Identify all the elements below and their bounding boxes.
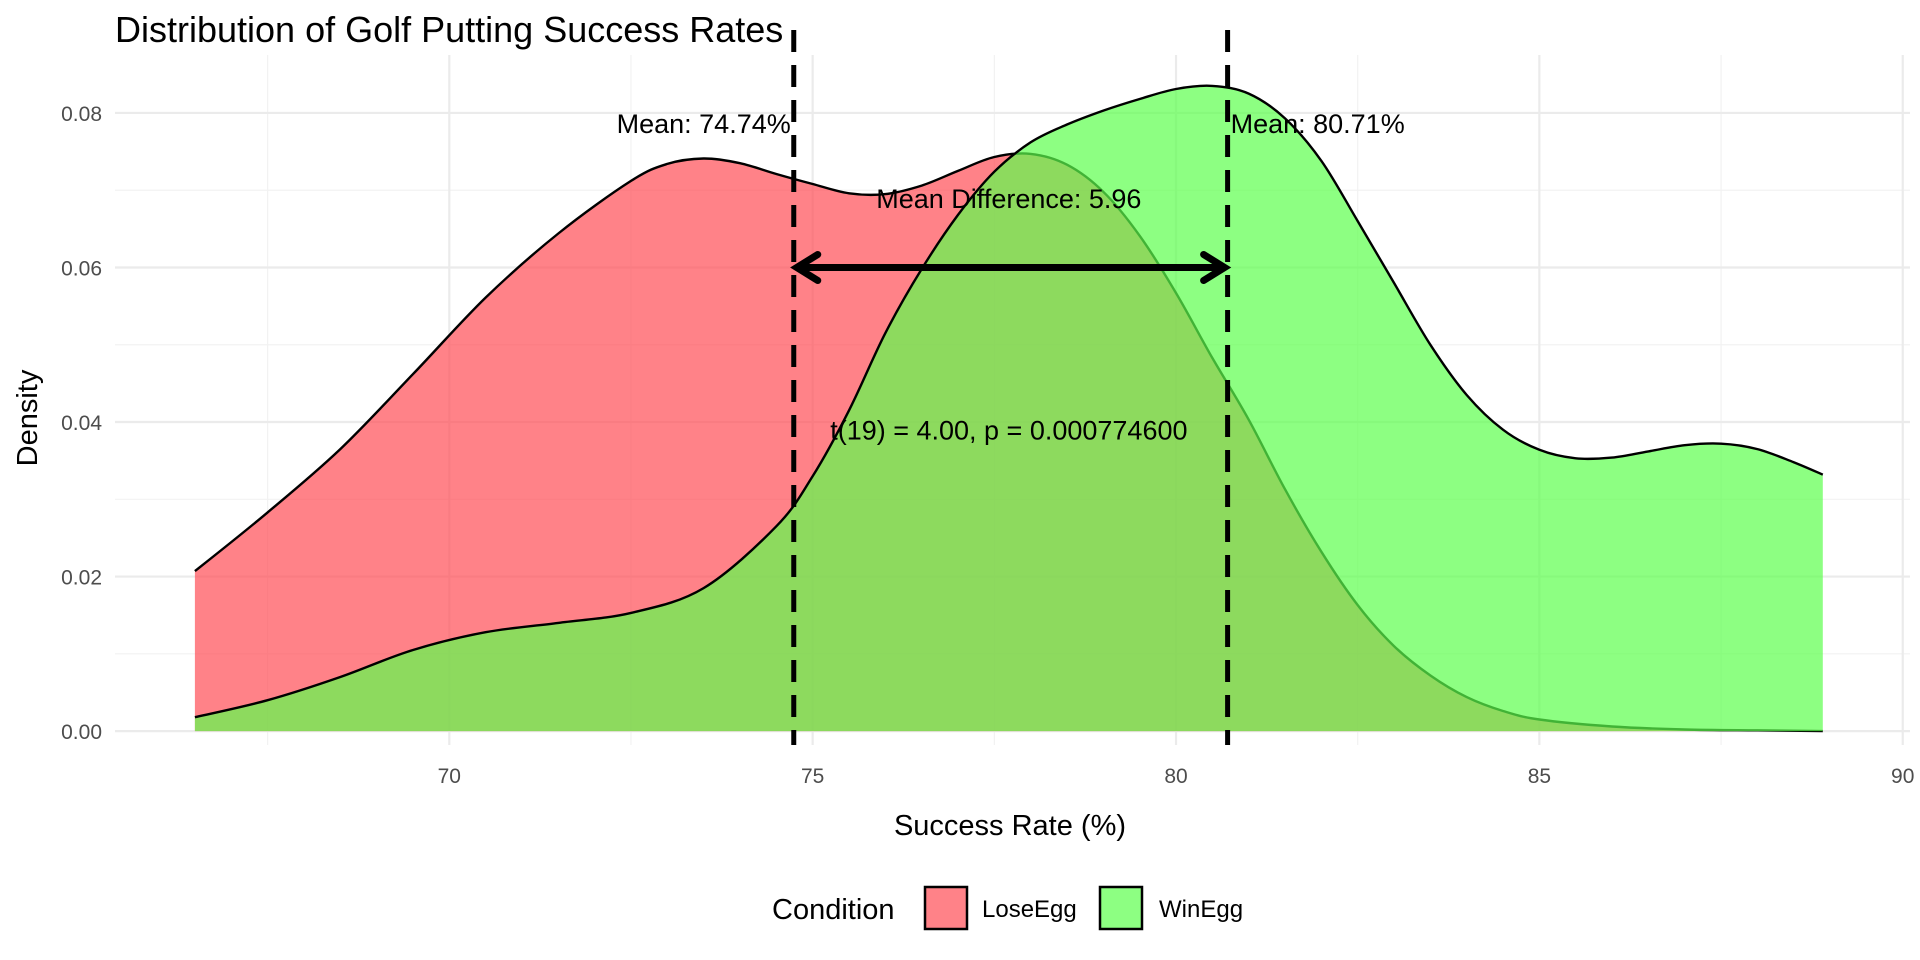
y-tick-label: 0.04 [61, 412, 102, 435]
legend-key-winegg [1098, 885, 1144, 931]
x-axis-title: Success Rate (%) [894, 810, 1126, 842]
y-tick-label: 0.08 [61, 103, 102, 126]
annotation-layer: Mean: 74.74% Mean: 80.71% Mean Difference:… [617, 30, 1405, 745]
arrowhead-right [1200, 250, 1232, 284]
y-axis-title: Density [12, 369, 44, 466]
legend: Condition LoseEgg WinEgg [772, 885, 1243, 931]
legend-label-loseegg: LoseEgg [982, 896, 1077, 923]
mean-label: Mean: 80.71% [1231, 109, 1405, 139]
density-areas [194, 84, 1824, 733]
y-tick-label: 0.06 [61, 257, 102, 280]
mean-label: Mean: 74.74% [617, 109, 791, 139]
x-tick-label: 75 [801, 765, 824, 788]
legend-title: Condition [772, 894, 895, 926]
axis-ticks: 70 75 80 85 90 0.00 0.02 0.04 0.06 0.08 [61, 103, 1914, 788]
density-series-winegg [194, 84, 1824, 732]
mean-difference-label: Mean Difference: 5.96 [876, 184, 1141, 214]
density-area-winegg [194, 85, 1823, 732]
x-tick-label: 80 [1164, 765, 1187, 788]
chart-title: Distribution of Golf Putting Success Rat… [115, 9, 783, 50]
x-tick-label: 90 [1891, 765, 1914, 788]
y-tick-label: 0.02 [61, 567, 102, 590]
x-tick-label: 70 [438, 765, 461, 788]
legend-label-winegg: WinEgg [1159, 896, 1243, 923]
x-tick-label: 85 [1528, 765, 1551, 788]
arrowhead-left [790, 250, 822, 284]
legend-key-loseegg [923, 885, 969, 931]
y-tick-label: 0.00 [61, 721, 102, 744]
t-test-label: t(19) = 4.00, p = 0.000774600 [830, 416, 1187, 446]
density-outline-winegg [194, 84, 1824, 719]
